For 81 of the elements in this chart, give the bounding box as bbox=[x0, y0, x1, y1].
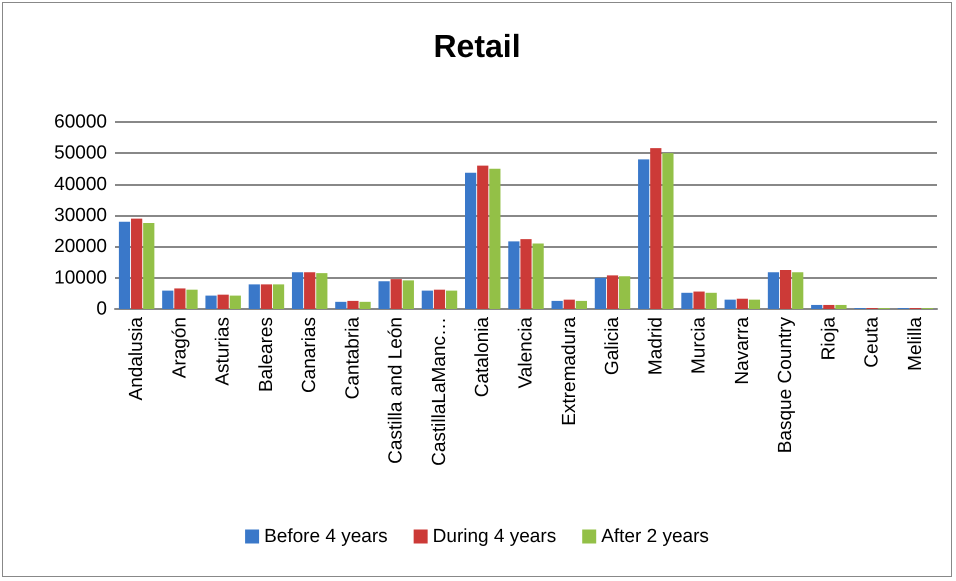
x-tick-label: Asturias bbox=[212, 317, 234, 386]
x-tick-label: Castilla and León bbox=[386, 317, 407, 464]
x-tick-label: Aragón bbox=[169, 317, 190, 378]
legend-label: After 2 years bbox=[601, 526, 709, 547]
x-tick-label: Baleares bbox=[256, 317, 277, 392]
bar bbox=[434, 290, 446, 309]
bar bbox=[792, 272, 804, 309]
x-tick-label: Extremadura bbox=[558, 316, 580, 426]
bar bbox=[768, 272, 780, 309]
bar bbox=[359, 302, 371, 309]
bar bbox=[304, 272, 316, 309]
bar bbox=[564, 300, 575, 309]
bar bbox=[619, 276, 630, 309]
bar bbox=[162, 290, 174, 309]
y-tick-label: 20000 bbox=[54, 236, 107, 258]
bar bbox=[292, 272, 304, 309]
legend-label: Before 4 years bbox=[264, 526, 388, 547]
x-tick-label: Madrid bbox=[645, 317, 666, 376]
bar bbox=[576, 300, 587, 309]
bar bbox=[174, 288, 186, 309]
bar bbox=[508, 241, 520, 309]
y-tick-label: 60000 bbox=[54, 112, 107, 132]
bar bbox=[594, 278, 606, 309]
bar bbox=[706, 292, 717, 309]
bar bbox=[552, 300, 563, 309]
bar bbox=[606, 275, 618, 309]
bar bbox=[681, 292, 693, 309]
x-tick-label: Catalonia bbox=[472, 316, 494, 398]
bar bbox=[662, 153, 674, 309]
bar bbox=[724, 300, 736, 309]
bar bbox=[260, 284, 272, 309]
y-tick-label: 40000 bbox=[54, 174, 107, 195]
x-tick-label: Cantabria bbox=[342, 316, 364, 400]
bar bbox=[835, 304, 847, 309]
bar bbox=[390, 279, 402, 309]
chart-title: Retail bbox=[433, 28, 521, 64]
bar bbox=[335, 302, 346, 309]
bar bbox=[347, 300, 359, 309]
bar bbox=[780, 270, 792, 309]
x-tick-label: Canarias bbox=[299, 317, 320, 394]
bar bbox=[650, 148, 662, 309]
y-tick-label: 50000 bbox=[54, 142, 107, 164]
bar bbox=[811, 304, 822, 309]
y-tick-label: 10000 bbox=[54, 267, 107, 288]
bar bbox=[143, 222, 154, 309]
legend-label: During 4 years bbox=[432, 526, 556, 547]
bar bbox=[489, 168, 500, 309]
x-tick-label: Galicia bbox=[602, 316, 624, 376]
bar bbox=[186, 290, 198, 309]
bar bbox=[477, 166, 488, 309]
bar bbox=[230, 296, 241, 309]
x-tick-label: CastillaLaManc… bbox=[428, 317, 450, 466]
bar bbox=[316, 273, 328, 309]
x-tick-label: Rioja bbox=[818, 316, 840, 360]
x-tick-label: Murcia bbox=[688, 316, 710, 374]
x-tick-label: Valencia bbox=[516, 316, 536, 388]
bar bbox=[532, 244, 544, 309]
bar bbox=[823, 304, 834, 309]
bar bbox=[748, 300, 760, 309]
y-tick-label: 0 bbox=[96, 298, 107, 320]
bar bbox=[693, 292, 705, 309]
bar bbox=[205, 296, 217, 309]
bar bbox=[378, 281, 390, 309]
bar bbox=[248, 284, 260, 309]
bar bbox=[422, 290, 433, 309]
bar bbox=[218, 294, 229, 309]
x-tick-label: Basque Country bbox=[775, 316, 796, 454]
bar bbox=[638, 159, 650, 309]
bar bbox=[402, 280, 414, 309]
bar bbox=[465, 172, 476, 309]
bar bbox=[736, 298, 748, 309]
x-tick-label: Ceuta bbox=[862, 316, 883, 368]
bar bbox=[272, 284, 284, 309]
x-tick-label: Navarra bbox=[732, 316, 753, 385]
y-tick-label: 30000 bbox=[54, 205, 107, 226]
bar bbox=[131, 218, 142, 309]
bar bbox=[520, 239, 532, 309]
x-tick-label: Melilla bbox=[904, 316, 926, 371]
bar bbox=[446, 290, 458, 309]
x-tick-label: Andalusia bbox=[126, 316, 148, 400]
bar bbox=[118, 222, 130, 309]
